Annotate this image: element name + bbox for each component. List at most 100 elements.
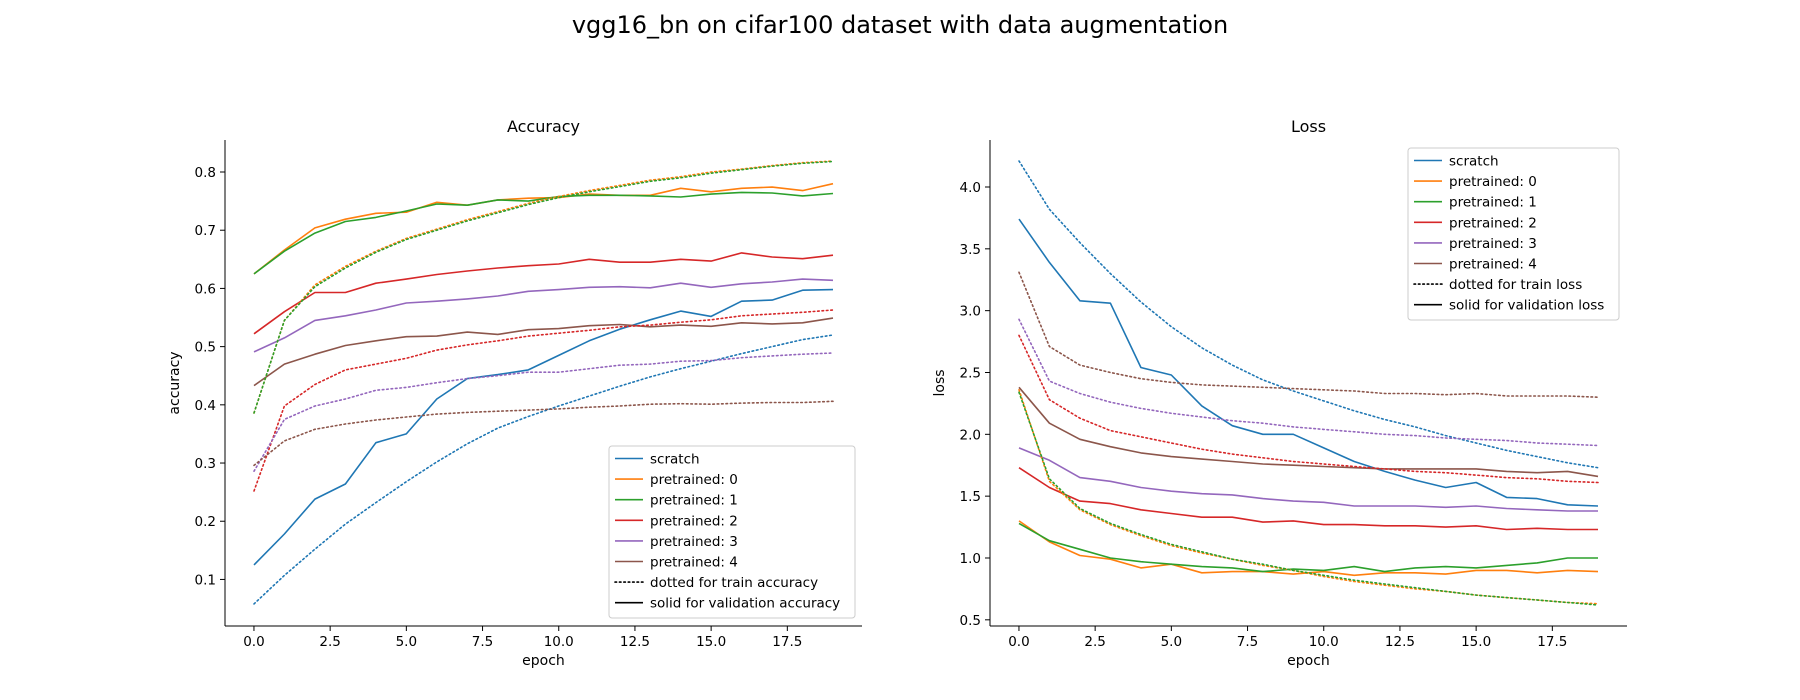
- legend-item: dotted for train accuracy: [614, 575, 818, 591]
- x-tick-label: 12.5: [620, 634, 650, 650]
- legend-label: dotted for train accuracy: [650, 575, 818, 591]
- x-tick-label: 17.5: [1537, 634, 1567, 650]
- legend-label: scratch: [650, 452, 700, 468]
- series-line-pretrained-3-validation: [253, 278, 834, 353]
- y-tick-label: 0.5: [960, 613, 981, 629]
- loss-subplot: 0.0 2.5 5.0 7.5 10.0 12.5 15.0 17.5 0.5 1.0 1.5 2.0…: [932, 117, 1627, 669]
- legend-label: pretrained: 4: [650, 555, 738, 571]
- accuracy-subplot: 0.0 2.5 5.0 7.5 10.0 12.5 15.0 17.5 0.1 0.2 0.3 0.4…: [167, 117, 862, 669]
- legend-item: pretrained: 4: [615, 555, 738, 571]
- legend-label: pretrained: 1: [650, 493, 738, 509]
- series-line-pretrained-1-train: [253, 160, 834, 414]
- x-tick-label: 2.5: [1084, 634, 1105, 650]
- legend-label: pretrained: 4: [1449, 257, 1537, 273]
- series-line-scratch-validation: [253, 288, 834, 566]
- series-line-pretrained-0-validation: [1018, 520, 1599, 577]
- legend-label: pretrained: 0: [650, 472, 738, 488]
- legend-item: solid for validation accuracy: [615, 596, 840, 612]
- legend-item: pretrained: 2: [615, 513, 738, 529]
- legend-label: pretrained: 3: [1449, 236, 1537, 252]
- subplot-title: Loss: [1291, 117, 1326, 136]
- series-lines: [1018, 160, 1599, 606]
- legend-item: solid for validation loss: [1414, 298, 1604, 314]
- legend-item: pretrained: 1: [1414, 195, 1537, 211]
- series-line-pretrained-2-train: [1018, 334, 1599, 484]
- series-line-pretrained-4-train: [253, 400, 834, 467]
- series-line-pretrained-0-validation: [253, 182, 834, 275]
- y-tick-label: 0.1: [195, 572, 216, 588]
- y-tick-label: 0.7: [195, 223, 216, 239]
- y-tick-label: 1.0: [960, 551, 981, 567]
- x-tick-label: 17.5: [772, 634, 802, 650]
- x-tick-label: 7.5: [1237, 634, 1258, 650]
- legend-label: pretrained: 3: [650, 534, 738, 550]
- legend-item: pretrained: 0: [615, 472, 738, 488]
- series-line-pretrained-1-validation: [253, 191, 834, 275]
- x-tick-label: 10.0: [1309, 634, 1339, 650]
- legend-label: dotted for train loss: [1449, 277, 1582, 293]
- y-tick-label: 0.3: [195, 456, 216, 472]
- legend-item: pretrained: 1: [615, 493, 738, 509]
- series-line-pretrained-0-train: [1018, 388, 1599, 605]
- x-tick-label: 2.5: [319, 634, 340, 650]
- figure-suptitle: vgg16_bn on cifar100 dataset with data a…: [572, 11, 1228, 39]
- x-tick-label: 0.0: [243, 634, 264, 650]
- series-line-scratch-train: [1018, 160, 1599, 469]
- legend-label: pretrained: 2: [1449, 215, 1537, 231]
- y-tick-label: 2.5: [960, 365, 981, 381]
- x-tick-label: 5.0: [396, 634, 417, 650]
- legend-item: pretrained: 3: [1414, 236, 1537, 252]
- legend-label: scratch: [1449, 154, 1499, 170]
- series-line-pretrained-3-train: [253, 352, 834, 473]
- y-tick-label: 4.0: [960, 180, 981, 196]
- series-line-pretrained-4-validation: [253, 317, 834, 387]
- x-tick-label: 15.0: [1461, 634, 1491, 650]
- series-line-pretrained-2-validation: [253, 252, 834, 335]
- series-line-pretrained-2-train: [253, 309, 834, 492]
- legend-label: pretrained: 2: [650, 513, 738, 529]
- y-tick-label: 3.0: [960, 304, 981, 320]
- x-tick-label: 0.0: [1008, 634, 1029, 650]
- series-line-pretrained-2-validation: [1018, 467, 1598, 531]
- series-line-scratch-validation: [1018, 218, 1599, 507]
- y-axis-label: accuracy: [167, 351, 183, 414]
- legend-item: pretrained: 3: [615, 534, 738, 550]
- series-lines: [253, 160, 834, 605]
- series-line-pretrained-3-validation: [1018, 447, 1598, 512]
- legend-item: pretrained: 2: [1414, 215, 1537, 231]
- legend: scratch pretrained: 0 pretrained: 1 pretrai…: [608, 445, 856, 619]
- legend-item: scratch: [615, 452, 700, 468]
- series-line-pretrained-4-validation: [1018, 386, 1599, 478]
- legend-frame: [1407, 147, 1620, 321]
- series-line-pretrained-1-validation: [1018, 522, 1598, 573]
- x-axis-label: epoch: [522, 653, 565, 669]
- x-axis-label: epoch: [1287, 653, 1330, 669]
- legend-item: pretrained: 0: [1414, 174, 1537, 190]
- y-tick-label: 2.0: [960, 427, 981, 443]
- y-tick-label: 0.6: [195, 281, 216, 297]
- x-tick-label: 10.0: [544, 634, 574, 650]
- legend-item: scratch: [1414, 154, 1499, 170]
- x-tick-label: 12.5: [1385, 634, 1415, 650]
- legend-label: solid for validation accuracy: [650, 596, 840, 612]
- subplot-title: Accuracy: [507, 117, 580, 136]
- legend-label: solid for validation loss: [1449, 298, 1604, 314]
- x-tick-label: 5.0: [1161, 634, 1182, 650]
- y-axis-label: loss: [932, 369, 948, 396]
- y-tick-label: 3.5: [960, 242, 981, 258]
- x-tick-label: 7.5: [472, 634, 493, 650]
- series-line-scratch-train: [253, 334, 834, 605]
- legend: scratch pretrained: 0 pretrained: 1 pretrai…: [1407, 147, 1620, 321]
- y-tick-label: 1.5: [960, 489, 981, 505]
- y-tick-label: 0.8: [195, 165, 216, 181]
- series-line-pretrained-1-train: [1018, 391, 1599, 606]
- legend-label: pretrained: 0: [1449, 174, 1537, 190]
- legend-label: pretrained: 1: [1449, 195, 1537, 211]
- series-line-pretrained-0-train: [253, 160, 834, 414]
- y-tick-label: 0.5: [195, 340, 216, 356]
- legend-item: dotted for train loss: [1413, 277, 1582, 293]
- x-tick-label: 15.0: [696, 634, 726, 650]
- y-tick-label: 0.4: [195, 398, 216, 414]
